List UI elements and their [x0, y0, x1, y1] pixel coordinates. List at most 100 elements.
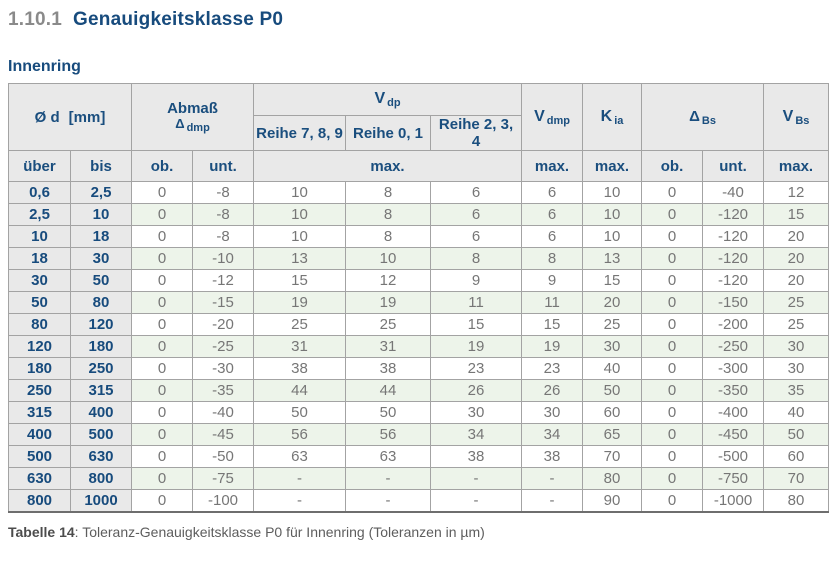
value-cell: 0: [641, 225, 704, 248]
value-cell: -20: [192, 313, 255, 336]
value-cell: -250: [702, 335, 765, 358]
value-cell: -: [345, 489, 432, 512]
value-cell: 0: [641, 291, 704, 314]
range-cell: 10: [8, 225, 71, 248]
value-cell: 0: [131, 313, 194, 336]
value-cell: 20: [763, 247, 830, 270]
value-cell: 20: [763, 225, 830, 248]
range-cell: 250: [69, 357, 133, 380]
value-cell: 30: [763, 335, 830, 358]
value-cell: 34: [430, 423, 523, 446]
table-row: 500 630 0 -50 63 63 38 38 70 0 -500 60: [8, 445, 830, 468]
range-cell: 120: [69, 313, 133, 336]
subheader-ueber: über: [8, 150, 71, 182]
value-cell: 0: [131, 445, 194, 468]
value-cell: -150: [702, 291, 765, 314]
subheader-unt: unt.: [192, 150, 255, 182]
value-cell: 26: [430, 379, 523, 402]
value-cell: 0: [641, 203, 704, 226]
table-row: 10 18 0 -8 10 8 6 6 10 0 -120 20: [8, 225, 830, 248]
subheader-ob-bs: ob.: [641, 150, 704, 182]
value-cell: 10: [253, 203, 347, 226]
value-cell: 13: [253, 247, 347, 270]
value-cell: -120: [702, 225, 765, 248]
value-cell: -450: [702, 423, 765, 446]
value-cell: -: [345, 467, 432, 490]
value-cell: 0: [131, 203, 194, 226]
value-cell: 0: [131, 247, 194, 270]
value-cell: 38: [430, 445, 523, 468]
range-cell: 18: [69, 225, 133, 248]
section-number: 1.10.1: [8, 9, 63, 30]
range-cell: 800: [8, 489, 71, 512]
table-row: 400 500 0 -45 56 56 34 34 65 0 -450 50: [8, 423, 830, 446]
table-row: 630 800 0 -75- - - -80 0 -750 70: [8, 467, 830, 490]
range-cell: 50: [69, 269, 133, 292]
value-cell: 56: [345, 423, 432, 446]
value-cell: -8: [192, 181, 255, 204]
range-cell: 18: [8, 247, 71, 270]
value-cell: 25: [763, 313, 830, 336]
range-cell: 0,6: [8, 181, 71, 204]
value-cell: 25: [345, 313, 432, 336]
caption-label: Tabelle 14: [8, 523, 75, 540]
table-body: 0,6 2,5 0 -8 10 8 6 6 10 0 -40 12 2,5 10 0 -8 10 8 6 6 10 0 -1…: [8, 181, 830, 512]
value-cell: -12: [192, 269, 255, 292]
table-subtitle: Innenring: [8, 58, 81, 75]
value-cell: 31: [253, 335, 347, 358]
value-cell: 0: [131, 181, 194, 204]
table-row: 315 400 0 -40 50 50 30 30 60 0 -400 40: [8, 401, 830, 424]
value-cell: 63: [345, 445, 432, 468]
value-cell: 6: [521, 181, 584, 204]
value-cell: 10: [582, 225, 643, 248]
range-cell: 500: [69, 423, 133, 446]
section-title: Genauigkeitsklasse P0: [73, 9, 284, 30]
value-cell: 8: [521, 247, 584, 270]
value-cell: 0: [641, 423, 704, 446]
value-cell: 0: [131, 401, 194, 424]
value-cell: -35: [192, 379, 255, 402]
diameter-unit: [mm]: [68, 108, 106, 126]
value-cell: 10: [253, 181, 347, 204]
value-cell: -15: [192, 291, 255, 314]
range-cell: 800: [69, 467, 133, 490]
range-cell: 500: [8, 445, 71, 468]
value-cell: 10: [582, 203, 643, 226]
value-cell: 6: [430, 181, 523, 204]
value-cell: 23: [521, 357, 584, 380]
subheader-max-vdmp: max.: [521, 150, 584, 182]
value-cell: 50: [763, 423, 830, 446]
value-cell: 0: [641, 335, 704, 358]
value-cell: 63: [253, 445, 347, 468]
diameter-symbol: Ø d: [34, 108, 60, 126]
col-header-reihe-789: Reihe 7, 8, 9: [253, 115, 347, 151]
value-cell: 15: [521, 313, 584, 336]
value-cell: 26: [521, 379, 584, 402]
value-cell: 34: [521, 423, 584, 446]
range-cell: 120: [8, 335, 71, 358]
value-cell: 38: [521, 445, 584, 468]
value-cell: 8: [345, 225, 432, 248]
table-row: 180 250 0 -30 38 38 23 23 40 0 -300 30: [8, 357, 830, 380]
value-cell: 90: [582, 489, 643, 512]
value-cell: 30: [582, 335, 643, 358]
value-cell: -10: [192, 247, 255, 270]
table-row: 800 1000 0 -100- - - -90 0 -1000 80: [8, 489, 830, 512]
value-cell: 0: [641, 357, 704, 380]
range-cell: 50: [8, 291, 71, 314]
value-cell: 35: [763, 379, 830, 402]
col-header-reihe-234: Reihe 2, 3, 4: [430, 115, 523, 151]
value-cell: 0: [131, 357, 194, 380]
value-cell: 38: [253, 357, 347, 380]
range-cell: 30: [69, 247, 133, 270]
table-row: 250 315 0 -35 44 44 26 26 50 0 -350 35: [8, 379, 830, 402]
value-cell: 19: [521, 335, 584, 358]
value-cell: 38: [345, 357, 432, 380]
value-cell: 50: [345, 401, 432, 424]
value-cell: 10: [345, 247, 432, 270]
value-cell: 8: [345, 181, 432, 204]
col-header-delta-bs: Δ Bs: [641, 83, 765, 151]
value-cell: 6: [521, 203, 584, 226]
value-cell: 8: [430, 247, 523, 270]
